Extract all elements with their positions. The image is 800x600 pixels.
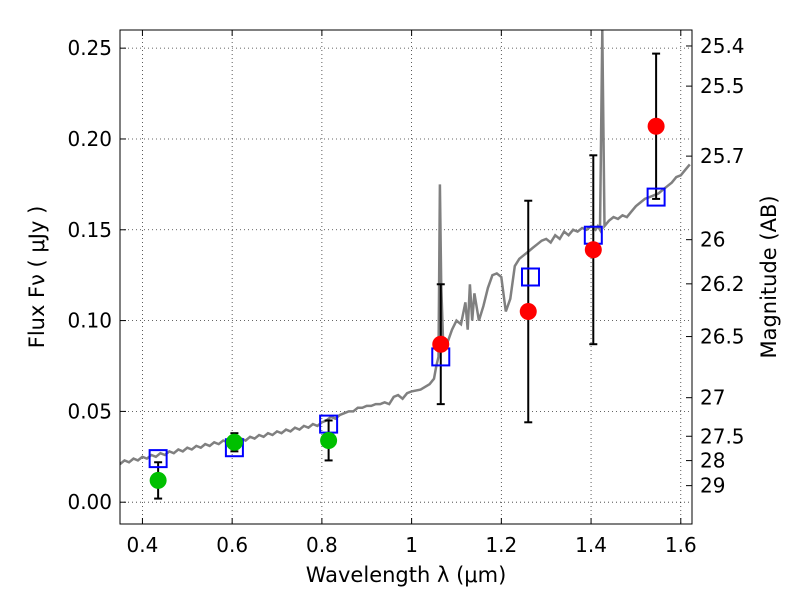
x-tick-label: 1.6 (665, 533, 697, 557)
y-tick-label: 0.15 (67, 218, 112, 242)
y-axis-label: Flux Fν ( μJy ) (25, 206, 49, 349)
photometry-circle-marker (149, 471, 167, 489)
x-tick-label: 1.2 (485, 533, 517, 557)
photometry-circle-marker (432, 335, 450, 353)
x-tick-label: 0.8 (306, 533, 338, 557)
photometry-circle-marker (584, 241, 602, 259)
x-tick-label: 0.6 (216, 533, 248, 557)
y2-tick-label: 27 (700, 386, 725, 410)
x-tick-label: 1.4 (575, 533, 607, 557)
y2-tick-label: 25.7 (700, 144, 745, 168)
y-tick-label: 0.25 (67, 36, 112, 60)
x-tick-label: 1 (405, 533, 418, 557)
photometry-square-marker (646, 187, 666, 207)
y-tick-label: 0.00 (67, 490, 112, 514)
plot-frame (119, 29, 693, 525)
photometry-circle-marker (647, 117, 665, 135)
x-axis-ticks: 0.4 0.6 0.8 1 1.2 1.4 1.6 (127, 30, 697, 557)
y2-tick-label: 27.5 (700, 424, 745, 448)
y2-tick-label: 25.5 (700, 74, 745, 98)
y2-tick-label: 26.2 (700, 272, 745, 296)
y2-tick-label: 26 (700, 228, 725, 252)
photometry-circle-marker (320, 431, 338, 449)
y-axis-ticks: 0.00 0.05 0.10 0.15 0.20 0.25 (67, 36, 126, 514)
photometry-circle-marker (519, 303, 537, 321)
x-tick-label: 0.4 (127, 533, 159, 557)
y2-axis-label: Magnitude (AB) (757, 195, 781, 358)
y-tick-label: 0.10 (67, 309, 112, 333)
markers (148, 117, 666, 489)
photometry-circle-marker (225, 433, 243, 451)
x-axis-label: Wavelength λ (μm) (306, 563, 507, 587)
photometry-square-marker (148, 449, 168, 469)
photometry-square-marker (520, 267, 540, 287)
y-tick-label: 0.20 (67, 127, 112, 151)
y2-tick-label: 26.5 (700, 325, 745, 349)
y2-tick-label: 25.4 (700, 34, 745, 58)
y-tick-label: 0.05 (67, 399, 112, 423)
y2-tick-label: 28 (700, 449, 725, 473)
y2-tick-label: 29 (700, 474, 725, 498)
